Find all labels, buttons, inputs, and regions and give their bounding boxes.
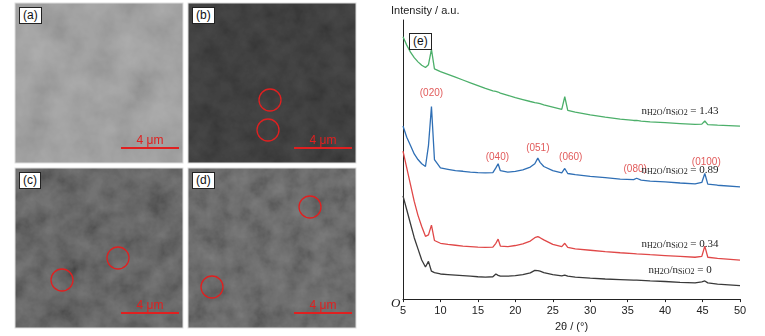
svg-text:H2O: H2O: [647, 167, 663, 176]
svg-text:(020): (020): [420, 87, 443, 98]
svg-text:35: 35: [622, 304, 634, 316]
svg-text:H2O: H2O: [654, 267, 670, 276]
html-text:(e): (e): [413, 34, 428, 48]
svg-text:/n: /n: [662, 163, 672, 176]
svg-text:4 μm: 4 μm: [310, 298, 337, 312]
svg-text:4 μm: 4 μm: [137, 133, 164, 147]
svg-text:10: 10: [434, 304, 446, 316]
svg-text:/n: /n: [669, 262, 679, 275]
svg-text:5: 5: [400, 304, 406, 316]
svg-text:(060): (060): [559, 151, 582, 162]
svg-text:SiO2: SiO2: [671, 108, 687, 117]
svg-text:= 1.43: = 1.43: [688, 104, 719, 116]
svg-text:20: 20: [509, 304, 521, 316]
svg-text:Intensity / a.u.: Intensity / a.u.: [391, 4, 459, 16]
svg-text:SiO2: SiO2: [678, 267, 694, 276]
svg-text:SiO2: SiO2: [671, 167, 687, 176]
svg-text:(080): (080): [623, 163, 647, 175]
svg-text:= 0.34: = 0.34: [688, 237, 719, 249]
svg-text:H2O: H2O: [647, 108, 663, 117]
svg-text:= 0.89: = 0.89: [688, 163, 719, 175]
html-text:(b): (b): [196, 8, 211, 22]
svg-text:n: n: [648, 262, 654, 275]
svg-text:n: n: [641, 104, 648, 116]
svg-text:(0100): (0100): [691, 156, 721, 168]
svg-text:4 μm: 4 μm: [137, 298, 164, 312]
html-text:O: O: [391, 295, 401, 310]
svg-text:45: 45: [696, 304, 708, 316]
svg-text:/n: /n: [662, 104, 672, 116]
svg-text:H2O: H2O: [647, 241, 663, 250]
svg-text:25: 25: [547, 304, 559, 316]
svg-text:50: 50: [734, 304, 746, 316]
svg-text:(040): (040): [486, 151, 509, 162]
svg-text:(051): (051): [526, 142, 549, 153]
svg-text:n: n: [641, 236, 648, 249]
svg-text:4 μm: 4 μm: [310, 133, 337, 147]
svg-text:n: n: [641, 163, 648, 176]
svg-text:/n: /n: [662, 236, 672, 249]
svg-text:40: 40: [659, 304, 671, 316]
svg-text:15: 15: [472, 304, 484, 316]
svg-text:SiO2: SiO2: [671, 241, 687, 250]
svg-text:30: 30: [584, 304, 596, 316]
html-text:(d): (d): [196, 173, 211, 187]
html-text:(c): (c): [23, 173, 37, 187]
html-text:(a): (a): [23, 8, 38, 22]
svg-text:2θ / (°): 2θ / (°): [555, 320, 588, 332]
svg-text:= 0: = 0: [695, 263, 713, 275]
